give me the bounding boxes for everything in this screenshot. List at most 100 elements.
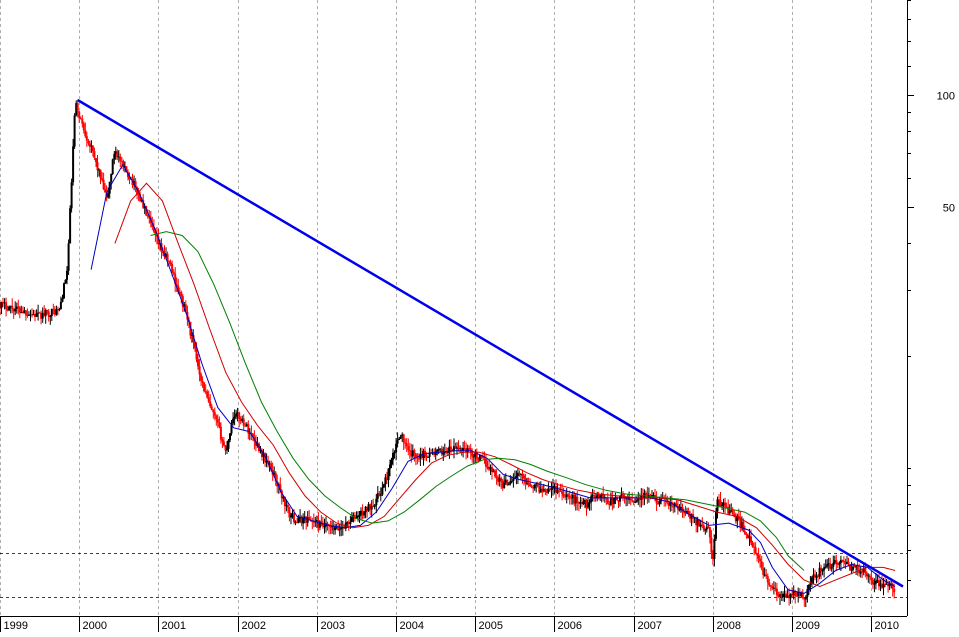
candle-body — [846, 561, 848, 565]
candle-body — [856, 566, 859, 570]
candle-body — [140, 199, 143, 201]
candle-body — [689, 514, 692, 519]
candle-body — [69, 208, 72, 244]
candle-body — [838, 562, 841, 565]
candle-body — [667, 502, 670, 506]
candle-body — [567, 494, 570, 496]
candles — [0, 99, 896, 607]
candle-body — [876, 580, 879, 582]
x-tick-label: 2009 — [796, 620, 820, 632]
candle-body — [658, 501, 661, 504]
candle-body — [449, 446, 452, 450]
candle-body — [555, 486, 557, 493]
candle-body — [93, 151, 96, 158]
candle-body — [88, 143, 91, 147]
candle-body — [425, 454, 428, 458]
candle-body — [532, 487, 535, 489]
candle-body — [849, 564, 851, 571]
candle-body — [596, 494, 599, 499]
candle-body — [564, 496, 567, 498]
candle-body — [587, 503, 589, 508]
x-tick-label: 2010 — [875, 620, 899, 632]
candle-body — [346, 522, 349, 524]
candle-body — [329, 526, 332, 528]
candle-body — [338, 529, 341, 531]
candle-body — [419, 454, 422, 459]
candle-body — [56, 309, 59, 310]
candle-body — [306, 517, 309, 523]
candle-body — [635, 500, 638, 503]
candle-body — [23, 310, 26, 314]
candle-body — [433, 452, 436, 455]
candle-body — [742, 521, 745, 532]
candle-body — [864, 568, 867, 573]
candle-body — [20, 312, 23, 314]
candle-body — [503, 482, 506, 488]
candle-body — [711, 552, 714, 559]
candle-body — [830, 566, 833, 569]
candle-body — [0, 302, 3, 309]
candle-body — [791, 593, 794, 595]
candle-body — [270, 463, 273, 470]
candle-body — [102, 179, 105, 190]
candle-body — [468, 448, 471, 449]
candle-body — [353, 515, 356, 519]
trendline — [76, 98, 904, 588]
candle-body — [757, 555, 760, 559]
candle-body — [26, 315, 29, 316]
candle-body — [893, 588, 896, 593]
candle-body — [719, 499, 722, 507]
candle-body — [675, 503, 678, 506]
candle-body — [696, 519, 699, 526]
candle-body — [535, 484, 538, 486]
candle-body — [730, 510, 733, 512]
candle-body — [510, 481, 513, 482]
candle-body — [620, 494, 623, 496]
candle-body — [582, 501, 585, 504]
y-tick-label: 50 — [943, 203, 955, 215]
candle-body — [559, 490, 562, 492]
moving-average-ma-long — [150, 231, 805, 571]
candle-body — [593, 495, 596, 497]
candle-body — [407, 446, 410, 451]
candle-body — [15, 306, 18, 309]
candle-body — [209, 401, 212, 407]
candle-body — [794, 590, 797, 596]
candle-body — [361, 510, 364, 516]
candle-body — [63, 283, 65, 299]
candle-body — [841, 559, 844, 561]
candle-body — [222, 441, 225, 446]
candle-body — [772, 587, 775, 589]
candle-body — [12, 308, 15, 312]
candle-body — [498, 478, 501, 482]
candle-body — [120, 160, 123, 162]
candle-body — [236, 412, 239, 414]
candle-body — [251, 433, 254, 437]
candle-body — [137, 194, 140, 196]
candle-body — [870, 577, 873, 581]
candle-body — [366, 506, 369, 511]
candle-body — [320, 521, 323, 523]
candle-body — [302, 518, 305, 524]
candle-body — [523, 475, 525, 479]
candle-body — [229, 433, 231, 441]
candle-body — [782, 593, 784, 598]
candle-body — [119, 156, 122, 161]
candle-body — [332, 525, 335, 531]
candle-body — [750, 536, 752, 543]
candle-body — [317, 519, 320, 528]
candle-body — [321, 522, 324, 527]
candle-body — [777, 595, 780, 597]
candle-body — [280, 490, 283, 499]
candle-body — [611, 498, 614, 504]
candle-body — [241, 418, 244, 421]
candle-body — [533, 485, 536, 489]
candle-body — [844, 562, 847, 565]
candle-body — [638, 498, 641, 500]
candle-body — [203, 382, 206, 392]
candle-body — [213, 412, 216, 416]
candle-body — [385, 477, 388, 480]
candle-body — [495, 476, 498, 478]
candle-body — [669, 502, 672, 506]
